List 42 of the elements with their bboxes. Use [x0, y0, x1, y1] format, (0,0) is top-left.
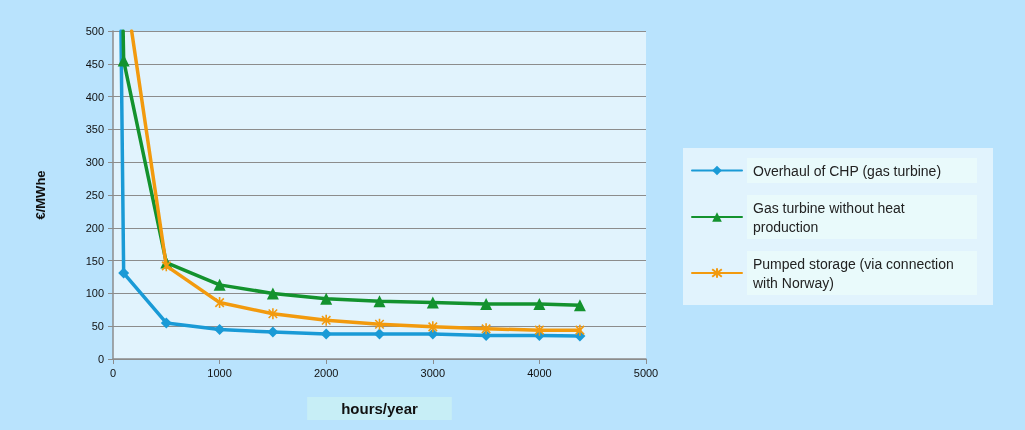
point — [374, 317, 385, 331]
y-tick-label: 250 — [85, 189, 104, 201]
x-tick-label: 1000 — [207, 366, 232, 379]
legend-label: Gas turbine without heat production — [753, 199, 909, 235]
x-tick-label: 2000 — [313, 366, 339, 379]
point — [426, 296, 439, 309]
y-tick-label: 500 — [85, 25, 104, 37]
point — [427, 320, 438, 334]
point — [320, 292, 333, 305]
point — [573, 299, 586, 312]
point — [214, 296, 225, 309]
point — [161, 259, 172, 273]
y-tick-label: 0 — [97, 353, 104, 365]
point — [213, 278, 226, 291]
x-tick-label: 3000 — [420, 366, 446, 379]
point — [480, 297, 493, 310]
y-tick-label: 300 — [85, 156, 104, 169]
x-tick-label: 4000 — [527, 366, 552, 379]
point — [160, 317, 172, 329]
x-tick-label: 5000 — [633, 366, 659, 379]
y-axis-title: €/MWhe — [33, 170, 48, 220]
point — [321, 314, 332, 327]
point — [574, 323, 585, 337]
y-tick-label: 50 — [91, 320, 104, 333]
point — [267, 307, 278, 321]
point — [533, 297, 546, 310]
point — [266, 287, 279, 300]
point — [374, 328, 385, 340]
point — [267, 326, 279, 338]
x-tick-label: 0 — [109, 366, 117, 379]
y-tick-label: 400 — [85, 90, 104, 103]
y-tick-label: 200 — [85, 221, 104, 234]
legend-label: Overhaul of CHP (gas turbine) — [753, 162, 942, 179]
point — [481, 322, 492, 336]
y-tick-label: 150 — [85, 254, 104, 267]
y-tick-label: 450 — [85, 57, 104, 70]
x-axis-title: hours/year — [341, 400, 419, 417]
legend-label: Pumped storage (via connection with Norway) — [752, 255, 958, 291]
point — [534, 323, 545, 337]
point — [373, 295, 386, 308]
y-tick-label: 350 — [85, 123, 104, 136]
y-tick-label: 100 — [85, 287, 104, 300]
